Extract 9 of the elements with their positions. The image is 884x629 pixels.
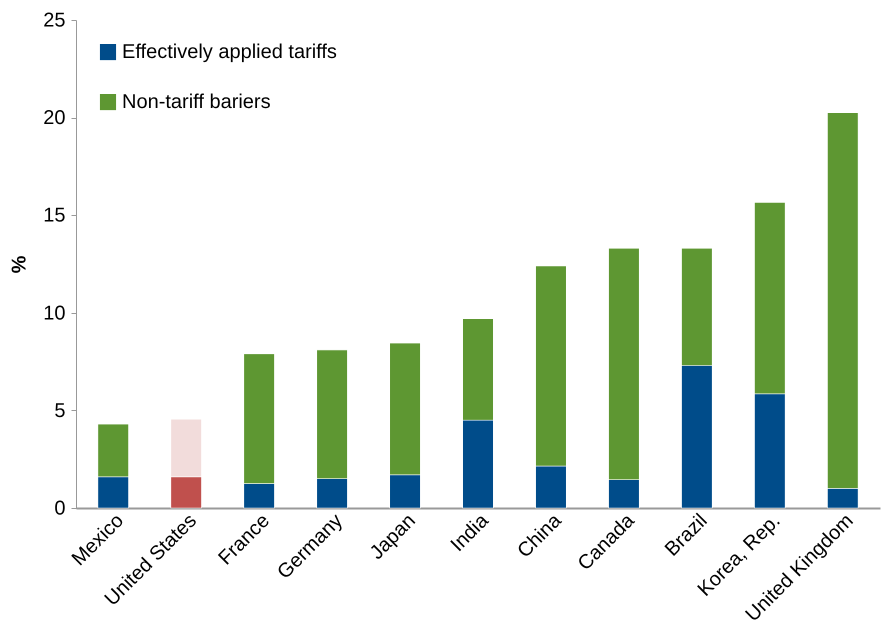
legend-label: Non-tariff bariers bbox=[122, 91, 271, 113]
y-tick-label: 0 bbox=[54, 498, 66, 520]
legend-label: Effectively applied tariffs bbox=[122, 41, 337, 63]
y-tick-label: 25 bbox=[43, 10, 66, 32]
y-tick-label: 15 bbox=[43, 204, 66, 227]
y-axis-title: % bbox=[8, 255, 30, 274]
y-tick-label: 10 bbox=[43, 302, 66, 324]
y-tick-label: 5 bbox=[54, 400, 66, 422]
y-tick-label: 20 bbox=[43, 107, 66, 130]
